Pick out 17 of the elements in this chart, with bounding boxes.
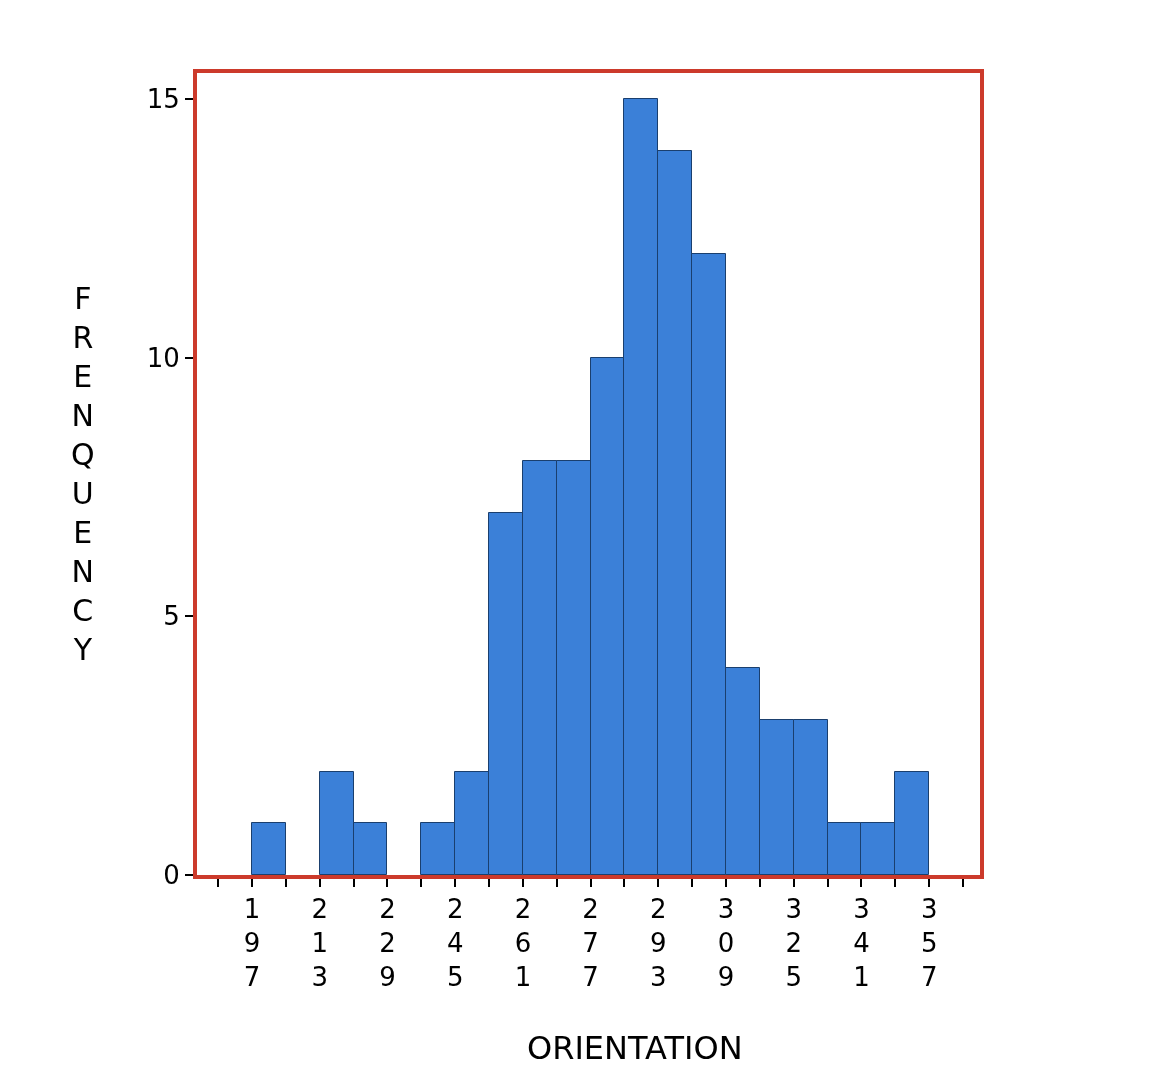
y-tick-label: 0: [163, 860, 180, 891]
x-tick-label: 3 0 9: [717, 894, 735, 992]
x-tick-label: 1 9 7: [243, 894, 261, 992]
x-tick-label: 2 9 3: [650, 894, 667, 992]
x-tick-label: 2 7 7: [582, 894, 599, 992]
y-tick-label: 15: [146, 83, 180, 114]
x-tick-label: 3 5 7: [920, 894, 938, 992]
x-tick-label: 3 4 1: [853, 894, 870, 992]
text: FRENQUENCY: [71, 281, 95, 667]
x-tick-label: 2 1 3: [311, 894, 329, 992]
y-tick-label: 5: [163, 601, 180, 632]
y-tick-label: 10: [146, 342, 180, 373]
x-axis-title: ORIENTATION: [527, 1029, 743, 1067]
x-tick-label: 2 2 9: [379, 894, 396, 992]
x-tick-label: 2 4 5: [446, 894, 464, 992]
x-tick-label: 2 6 1: [514, 894, 532, 992]
x-tick-label: 3 2 5: [785, 894, 803, 992]
